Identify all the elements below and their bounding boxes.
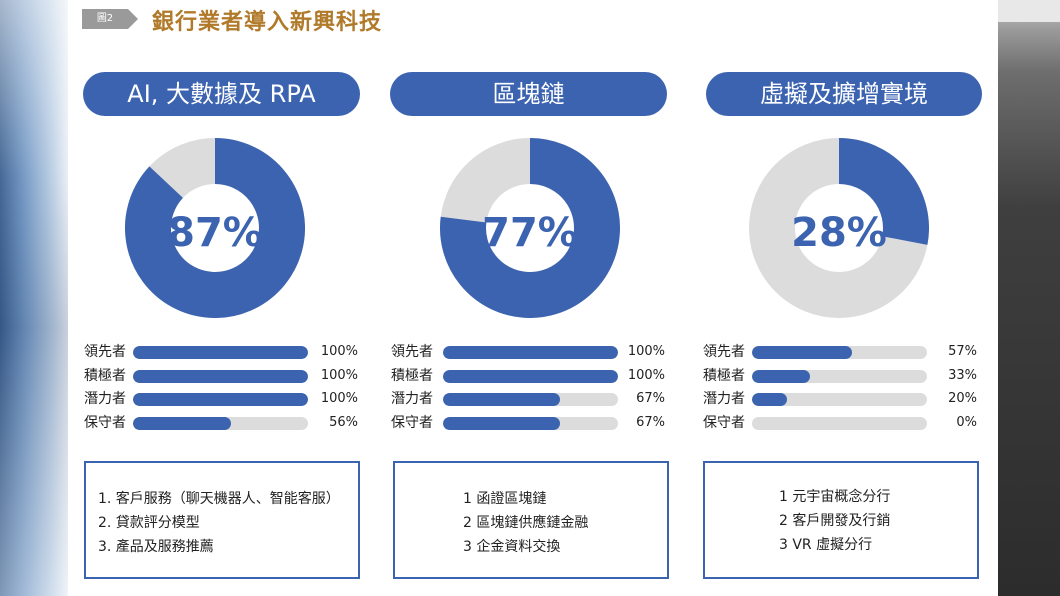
background-right-strip [998, 0, 1060, 596]
figure-tag-label: 圖2 [96, 13, 114, 24]
bar-row: 積極者 100% [84, 367, 364, 385]
bar-value-label: 67% [636, 414, 665, 430]
bar-value-label: 67% [636, 391, 665, 406]
bar-track [752, 416, 927, 430]
use-case-item: 3 VR 虛擬分行 [779, 537, 873, 553]
bar-fill [752, 346, 852, 359]
use-case-item: 2 區塊鏈供應鏈金融 [463, 515, 589, 531]
bar-track [133, 393, 308, 406]
bar-fill [443, 416, 561, 430]
bar-category-label: 積極者 [84, 367, 126, 384]
bar-track [752, 369, 927, 383]
bar-category-label: 領先者 [391, 344, 433, 360]
bar-category-label: 保守者 [703, 414, 745, 431]
bar-track [133, 369, 308, 383]
bar-row: 領先者 57% [703, 343, 983, 361]
bar-category-label: 積極者 [391, 367, 433, 384]
bar-value-label: 100% [320, 391, 358, 406]
donut-chart-ai: 87% [125, 138, 305, 318]
use-case-item: 1. 客戶服務（聊天機器人、智能客服） [98, 491, 340, 507]
background-left-shade [0, 0, 68, 596]
bar-category-label: 積極者 [703, 367, 745, 384]
bar-row: 積極者 100% [391, 367, 671, 385]
category-pill-ai: AI, 大數據及 RPA [83, 72, 360, 116]
bar-fill [443, 369, 618, 383]
use-case-item: 3. 產品及服務推薦 [98, 539, 214, 555]
use-case-list: 1. 客戶服務（聊天機器人、智能客服） 2. 貸款評分模型 3. 產品及服務推薦 [98, 487, 340, 559]
use-case-box-blockchain: 1 函證區塊鏈 2 區塊鏈供應鏈金融 3 企金資料交換 [393, 461, 669, 579]
use-case-item: 2. 貸款評分模型 [98, 515, 200, 531]
bar-fill [443, 393, 561, 406]
bar-category-label: 潛力者 [703, 391, 745, 407]
bar-track [752, 393, 927, 406]
bar-value-label: 100% [627, 344, 665, 359]
bar-value-label: 20% [948, 391, 977, 406]
bar-value-label: 0% [956, 414, 977, 430]
donut-percent-label: 28% [791, 210, 887, 256]
use-case-item: 1 函證區塊鏈 [463, 491, 547, 507]
bar-value-label: 56% [329, 414, 358, 430]
background-right-top [998, 0, 1060, 22]
use-case-box-vr-ar: 1 元宇宙概念分行 2 客戶開發及行銷 3 VR 虛擬分行 [703, 461, 979, 579]
bar-row: 保守者 56% [84, 414, 364, 432]
bar-row: 潛力者 67% [391, 390, 671, 408]
bar-track [752, 346, 927, 359]
figure-tag-arrow [82, 9, 138, 29]
bar-fill [752, 393, 787, 406]
bar-fill [443, 346, 618, 359]
donut-arc [837, 138, 929, 245]
category-pill-vr-ar: 虛擬及擴增實境 [706, 72, 982, 116]
use-case-list: 1 函證區塊鏈 2 區塊鏈供應鏈金融 3 企金資料交換 [463, 487, 588, 559]
bar-track [443, 369, 618, 383]
bar-track [133, 416, 308, 430]
bar-value-label: 100% [320, 344, 358, 359]
bar-category-label: 保守者 [84, 414, 126, 431]
bar-fill [133, 416, 231, 430]
figure-tag: 圖2 [82, 9, 138, 29]
use-case-box-ai: 1. 客戶服務（聊天機器人、智能客服） 2. 貸款評分模型 3. 產品及服務推薦 [84, 461, 360, 579]
use-case-list: 1 元宇宙概念分行 2 客戶開發及行銷 3 VR 虛擬分行 [779, 485, 890, 557]
donut-arc [125, 138, 305, 318]
bar-value-label: 100% [627, 367, 665, 383]
bar-row: 領先者 100% [391, 343, 671, 361]
bar-fill [133, 393, 308, 406]
bar-row: 潛力者 100% [84, 390, 364, 408]
bar-fill [133, 369, 308, 383]
donut-arc [440, 138, 620, 318]
donut-chart-blockchain: 77% [440, 138, 620, 318]
category-pill-blockchain: 區塊鏈 [390, 72, 667, 116]
use-case-item: 2 客戶開發及行銷 [779, 513, 891, 529]
bar-track [443, 416, 618, 430]
donut-percent-label: 87% [167, 210, 263, 256]
bar-fill [752, 369, 810, 383]
bar-track [443, 393, 618, 406]
bar-fill [133, 346, 308, 359]
bar-category-label: 保守者 [391, 414, 433, 431]
donut-chart-vr-ar: 28% [749, 138, 929, 318]
bar-category-label: 潛力者 [391, 391, 433, 407]
bar-value-label: 33% [948, 367, 977, 383]
page-title: 銀行業者導入新興科技 [152, 9, 383, 35]
bar-category-label: 潛力者 [84, 391, 126, 407]
bar-category-label: 領先者 [703, 344, 745, 360]
bar-row: 領先者 100% [84, 343, 364, 361]
bar-row: 積極者 33% [703, 367, 983, 385]
donut-percent-label: 77% [482, 210, 578, 256]
bar-row: 潛力者 20% [703, 390, 983, 408]
bar-row: 保守者 0% [703, 414, 983, 432]
use-case-item: 1 元宇宙概念分行 [779, 489, 891, 505]
use-case-item: 3 企金資料交換 [463, 539, 561, 555]
bar-value-label: 57% [948, 344, 977, 359]
bar-category-label: 領先者 [84, 344, 126, 360]
bar-row: 保守者 67% [391, 414, 671, 432]
bar-value-label: 100% [320, 367, 358, 383]
bar-track [133, 346, 308, 359]
bar-track [443, 346, 618, 359]
